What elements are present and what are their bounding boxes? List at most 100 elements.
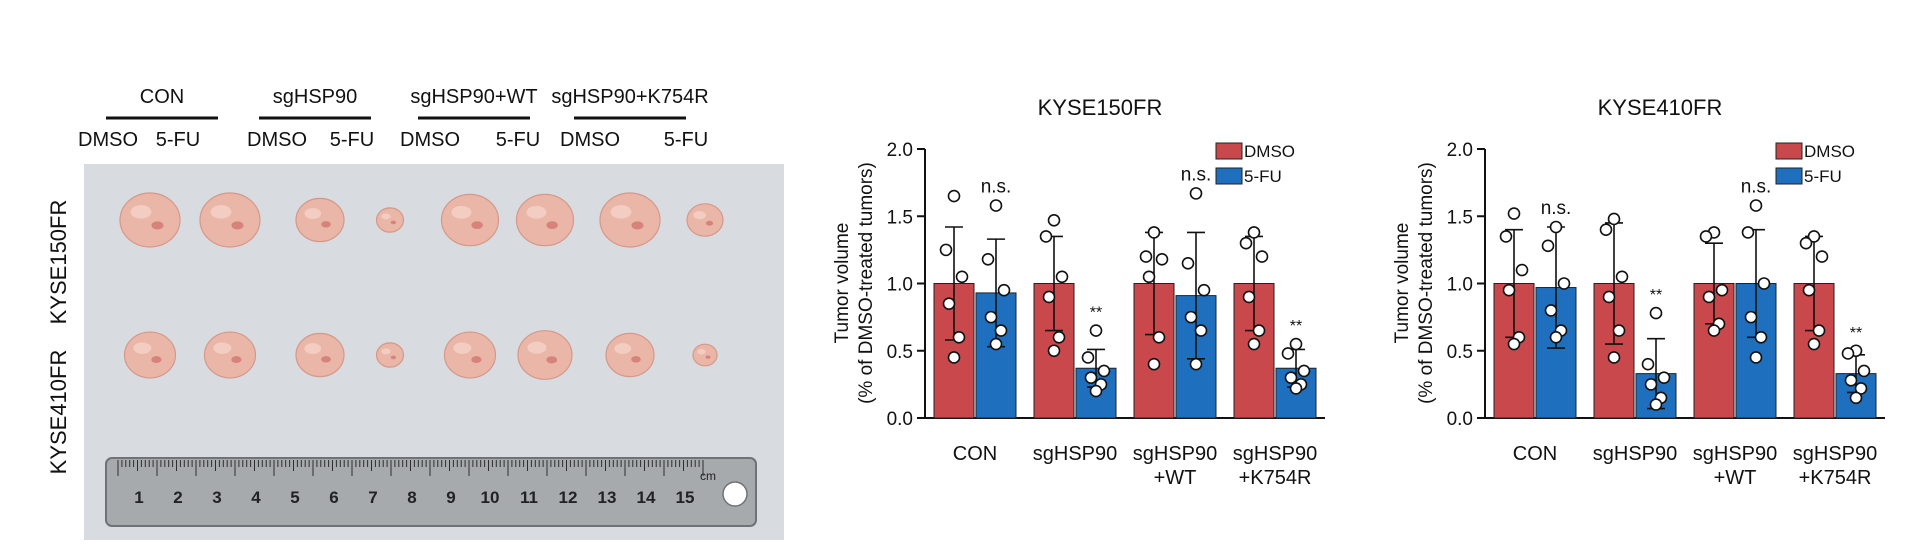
group-label-2: sgHSP90+WT [410, 86, 537, 108]
data-point-0-1-3 [1602, 290, 1616, 304]
tumor-0-6 [599, 192, 661, 248]
treatment-label-3-0: DMSO [560, 129, 620, 151]
ruler-number-14: 14 [637, 488, 656, 507]
x-tick-label-3-0: sgHSP90 [1793, 443, 1878, 465]
tumor-0-0 [119, 192, 181, 248]
data-point-0-2-5 [1147, 357, 1161, 371]
data-point-1-0-5 [1549, 330, 1563, 344]
group-label-3: sgHSP90+K754R [551, 86, 708, 108]
tumor-highlight-0-6 [610, 205, 632, 219]
data-point-0-0-1 [939, 243, 953, 257]
tumor-highlight-0-5 [526, 205, 547, 219]
treatment-label-1-1: 5-FU [330, 129, 374, 151]
data-point-0-1-3 [1042, 290, 1056, 304]
data-point-0-3-4 [1252, 324, 1266, 337]
y-axis-label-line-2: (% of DMSO-treated tumors) [1416, 162, 1437, 404]
tumor-0-5 [515, 193, 575, 247]
y-tick-label-1: 0.5 [1447, 342, 1473, 363]
tumor-vessel-0-0 [151, 221, 164, 230]
data-point-0-3-5 [1807, 337, 1821, 351]
data-point-1-3-3 [1284, 371, 1298, 384]
tumor-0-2 [295, 197, 345, 243]
group-label-1: sgHSP90 [273, 86, 358, 108]
treatment-label-3-1: 5-FU [664, 129, 708, 151]
treatment-label-2-0: DMSO [400, 129, 460, 151]
data-point-0-2-1 [1139, 250, 1153, 263]
x-tick-label-1-0: sgHSP90 [1033, 443, 1118, 465]
tumor-highlight-1-2 [304, 343, 322, 354]
tumor-vessel-1-1 [231, 356, 242, 364]
data-point-0-0-1 [1499, 230, 1513, 243]
x-tick-label-2-1: +WT [1714, 467, 1757, 489]
significance-label-2: n.s. [1181, 164, 1212, 185]
legend-swatch-0 [1215, 142, 1243, 160]
data-point-1-3-0 [1289, 337, 1303, 351]
tumor-highlight-0-4 [451, 205, 472, 219]
data-point-1-3-1 [1281, 347, 1295, 360]
data-point-1-3-3 [1844, 374, 1858, 387]
y-tick-label-3: 1.5 [1447, 207, 1473, 228]
data-point-1-2-0 [1749, 199, 1763, 212]
tumor-highlight-1-4 [453, 342, 472, 354]
bar-dmso-0 [933, 283, 975, 419]
x-tick-label-1-0: sgHSP90 [1593, 443, 1678, 465]
tumor-1-2 [295, 332, 345, 378]
tumor-vessel-0-3 [390, 220, 397, 225]
data-point-0-3-1 [1239, 236, 1253, 250]
x-tick-label-3-0: sgHSP90 [1233, 443, 1318, 465]
tumor-highlight-1-6 [614, 343, 632, 354]
data-point-0-2-3 [1142, 270, 1156, 284]
data-point-1-0-2 [997, 283, 1011, 297]
tumor-1-0 [123, 331, 177, 379]
data-point-1-2-3 [1184, 310, 1198, 324]
data-point-1-0-1 [981, 252, 995, 266]
data-point-1-2-1 [1741, 226, 1755, 239]
x-tick-label-2-0: sgHSP90 [1133, 443, 1218, 465]
treatment-label-1-0: DMSO [247, 129, 307, 151]
data-point-0-0-3 [1502, 283, 1516, 297]
tumor-highlight-1-3 [381, 348, 391, 355]
x-tick-label-0-0: CON [1513, 443, 1557, 465]
data-point-1-2-4 [1754, 330, 1768, 344]
kyse410fr-bar-chart: KYSE410FR 0.0 0.5 1.0 1.5 2.0 Tumor volume (% o… [1392, 95, 1885, 489]
data-point-1-2-0 [1189, 187, 1203, 200]
tumor-1-5 [517, 330, 573, 380]
data-point-1-1-2 [1097, 364, 1111, 378]
ruler [105, 457, 757, 527]
tumor-highlight-0-3 [381, 213, 391, 220]
tumor-vessel-0-1 [231, 221, 244, 230]
data-point-1-0-3 [984, 310, 998, 324]
data-point-1-0-0 [989, 199, 1003, 212]
data-point-1-3-4 [1854, 382, 1868, 395]
data-point-0-1-1 [1039, 230, 1053, 243]
tumor-0-1 [199, 192, 261, 248]
data-point-0-1-1 [1599, 223, 1613, 236]
tumor-vessel-1-2 [321, 356, 331, 363]
data-point-0-0-3 [942, 297, 956, 310]
data-point-0-2-3 [1702, 290, 1716, 304]
x-tick-label-3-1: +K754R [1239, 467, 1312, 489]
legend-label-0: DMSO [1804, 142, 1855, 161]
ruler-number-2: 2 [173, 488, 182, 507]
legend-swatch-1 [1775, 167, 1803, 185]
data-point-0-1-2 [1055, 270, 1069, 284]
tumor-vessel-1-7 [705, 355, 711, 359]
y-axis-label-line-2: (% of DMSO-treated tumors) [856, 162, 877, 404]
data-point-1-1-2 [1657, 371, 1671, 384]
treatment-label-2-1: 5-FU [496, 129, 540, 151]
ruler-number-12: 12 [559, 488, 578, 507]
data-point-0-3-4 [1812, 324, 1826, 337]
data-point-1-0-0 [1549, 220, 1563, 234]
tumor-vessel-0-7 [705, 220, 714, 226]
data-point-0-0-0 [1507, 207, 1521, 220]
tumor-1-6 [605, 332, 655, 378]
x-tick-label-2-1: +WT [1154, 467, 1197, 489]
tumor-highlight-0-7 [693, 211, 706, 220]
data-point-0-1-4 [1612, 324, 1626, 337]
data-point-0-3-0 [1807, 230, 1821, 243]
data-point-1-1-1 [1641, 357, 1655, 371]
ruler-number-6: 6 [329, 488, 338, 507]
y-axis-label-line-1: Tumor volume [832, 223, 853, 344]
data-point-1-3-2 [1297, 364, 1311, 378]
